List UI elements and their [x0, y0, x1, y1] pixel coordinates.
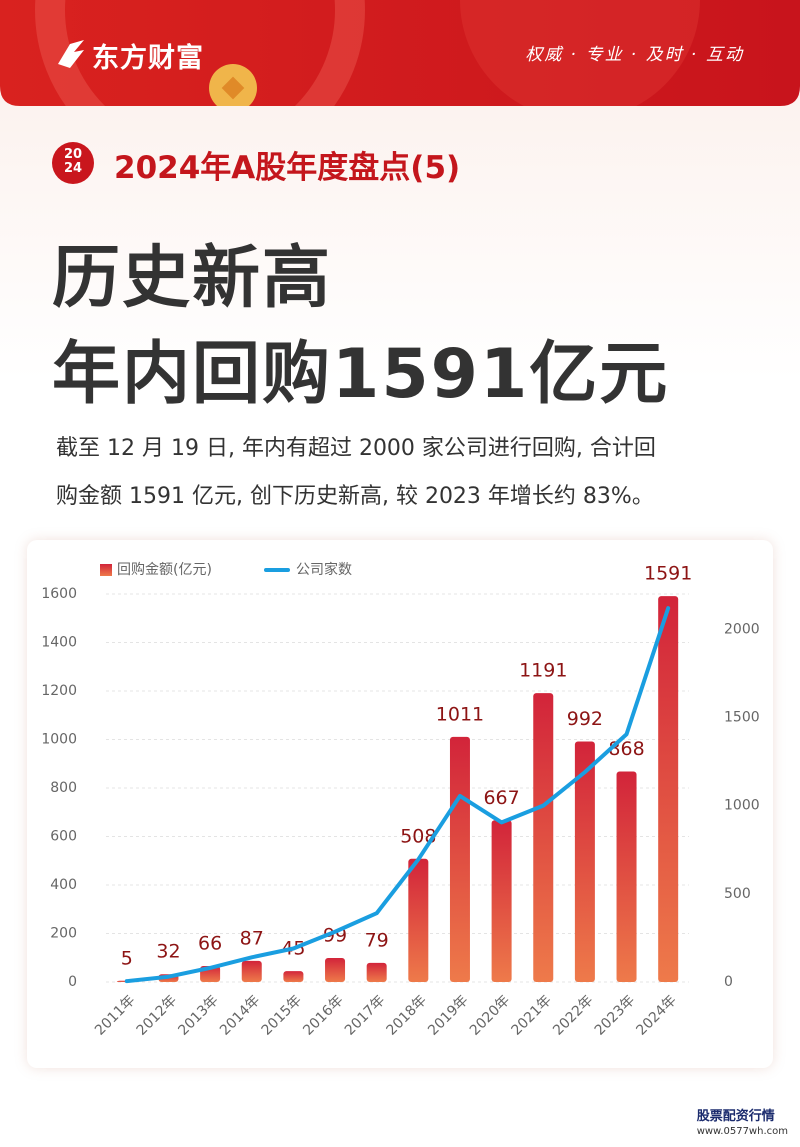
- bar: [574, 741, 595, 982]
- value-label: 1011: [436, 703, 484, 725]
- badge-text: 20: [63, 147, 83, 162]
- value-label: 32: [156, 941, 180, 963]
- value-label: 868: [608, 738, 644, 760]
- x-tick-label: 2016年: [300, 992, 346, 1038]
- bar: [241, 960, 262, 982]
- x-tick-label: 2017年: [342, 992, 388, 1038]
- y-tick-label: 1400: [41, 635, 77, 651]
- badge-text: 24: [63, 161, 83, 176]
- watermark-name: 股票配资行情: [696, 1109, 775, 1124]
- y-tick-label: 200: [50, 926, 77, 942]
- value-label: 667: [483, 787, 519, 809]
- slogan: 权威 · 专业 · 及时 · 互动: [525, 45, 744, 65]
- headline: 历史新高: [52, 239, 333, 318]
- bar: [325, 957, 346, 982]
- headline: 年内回购1591亿元: [52, 335, 670, 414]
- x-tick-label: 2019年: [425, 992, 471, 1038]
- bar: [408, 858, 429, 982]
- x-tick-label: 2022年: [550, 992, 596, 1038]
- legend-label: 公司家数: [296, 561, 352, 578]
- y2-tick-label: 1000: [724, 798, 760, 814]
- y-tick-label: 0: [68, 974, 77, 990]
- value-label: 79: [365, 929, 389, 951]
- value-label: 992: [567, 708, 603, 730]
- x-tick-label: 2013年: [175, 992, 221, 1038]
- y-tick-label: 400: [50, 877, 77, 893]
- y-tick-label: 800: [50, 780, 77, 796]
- brand: 东方财富: [92, 43, 204, 74]
- y2-tick-label: 0: [724, 974, 733, 990]
- x-tick-label: 2011年: [92, 992, 138, 1038]
- section-title: 2024年A股年度盘点(5): [114, 150, 461, 186]
- value-label: 1591: [644, 563, 692, 585]
- x-tick-label: 2021年: [508, 992, 554, 1038]
- value-label: 5: [121, 947, 133, 969]
- watermark-url: www.0577wh.com: [696, 1126, 788, 1137]
- badge: 20 24: [52, 142, 94, 184]
- y-tick-label: 1200: [41, 683, 77, 699]
- line: [124, 606, 671, 984]
- bar: [533, 693, 554, 982]
- bar: [491, 820, 512, 982]
- value-label: 87: [240, 927, 264, 949]
- x-tick-label: 2018年: [384, 992, 430, 1038]
- paragraph: 截至 12 月 19 日, 年内有超过 2000 家公司进行回购, 合计回: [56, 436, 656, 461]
- bar: [366, 962, 387, 982]
- x-tick-label: 2020年: [467, 992, 513, 1038]
- x-tick-label: 2014年: [217, 992, 263, 1038]
- bar: [658, 596, 679, 982]
- banner: [0, 0, 800, 106]
- value-label: 1191: [519, 660, 567, 682]
- x-tick-label: 2012年: [134, 992, 180, 1038]
- chart: 0 200 400 600 800 1000 1200 1400 1600 0 500 1000 150…: [41, 561, 760, 1039]
- y2-tick-label: 2000: [724, 621, 760, 637]
- x-tick-label: 2024年: [633, 992, 679, 1038]
- value-label: 66: [198, 932, 222, 954]
- y2-tick-label: 500: [724, 886, 751, 902]
- chart-card: 0 200 400 600 800 1000 1200 1400 1600 0 500 1000 150…: [27, 540, 773, 1068]
- watermark: 股票配资行情 www.0577wh.com: [697, 1109, 788, 1139]
- value-label: 508: [400, 825, 436, 847]
- x-tick-label: 2023年: [592, 992, 638, 1038]
- x-tick-label: 2015年: [259, 992, 305, 1038]
- y-tick-label: 1000: [41, 732, 77, 748]
- paragraph: 购金额 1591 亿元, 创下历史新高, 较 2023 年增长约 83%。: [56, 484, 654, 509]
- legend-swatch: [100, 564, 112, 576]
- bar: [449, 736, 470, 982]
- y2-tick-label: 1500: [724, 709, 760, 725]
- bar: [616, 771, 637, 982]
- y-tick-label: 1600: [41, 586, 77, 602]
- bar: [283, 971, 304, 982]
- legend-label: 回购金额(亿元): [117, 562, 212, 578]
- y-tick-label: 600: [50, 829, 77, 845]
